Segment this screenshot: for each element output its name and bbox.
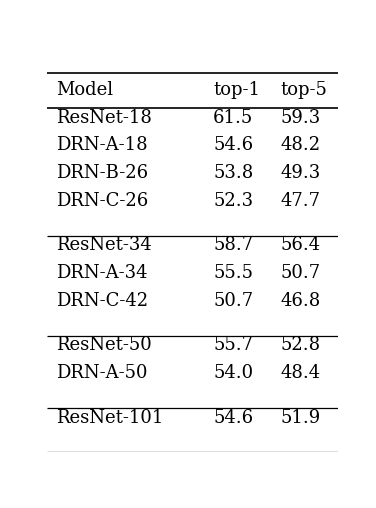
Text: 61.5: 61.5	[213, 109, 253, 126]
Text: ResNet-34: ResNet-34	[56, 236, 152, 255]
Text: DRN-C-42: DRN-C-42	[56, 292, 148, 310]
Text: ResNet-101: ResNet-101	[56, 408, 163, 427]
Text: 48.4: 48.4	[280, 364, 320, 382]
Text: 56.4: 56.4	[280, 236, 320, 255]
Text: 52.8: 52.8	[280, 336, 320, 355]
Text: 49.3: 49.3	[280, 164, 320, 182]
Text: 59.3: 59.3	[280, 109, 320, 126]
Text: 46.8: 46.8	[280, 292, 320, 310]
Text: 55.7: 55.7	[213, 336, 253, 355]
Text: 50.7: 50.7	[280, 264, 320, 282]
Text: DRN-A-34: DRN-A-34	[56, 264, 147, 282]
Text: top-5: top-5	[280, 81, 327, 100]
Text: 54.6: 54.6	[213, 137, 253, 154]
Text: DRN-C-26: DRN-C-26	[56, 192, 148, 210]
Text: 53.8: 53.8	[213, 164, 253, 182]
Text: top-1: top-1	[213, 81, 260, 100]
Text: 50.7: 50.7	[213, 292, 253, 310]
Text: DRN-B-26: DRN-B-26	[56, 164, 148, 182]
Text: ResNet-50: ResNet-50	[56, 336, 152, 355]
Text: 48.2: 48.2	[280, 137, 320, 154]
Text: DRN-A-50: DRN-A-50	[56, 364, 147, 382]
Text: 54.0: 54.0	[213, 364, 253, 382]
Text: 55.5: 55.5	[213, 264, 253, 282]
Text: 51.9: 51.9	[280, 408, 320, 427]
Text: 52.3: 52.3	[213, 192, 253, 210]
Text: 47.7: 47.7	[280, 192, 320, 210]
Text: Model: Model	[56, 81, 113, 100]
Text: DRN-A-18: DRN-A-18	[56, 137, 147, 154]
Text: 58.7: 58.7	[213, 236, 253, 255]
Text: ResNet-18: ResNet-18	[56, 109, 152, 126]
Text: 54.6: 54.6	[213, 408, 253, 427]
